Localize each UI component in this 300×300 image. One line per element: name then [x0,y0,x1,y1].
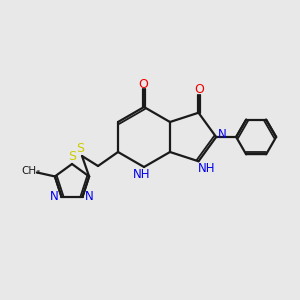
Text: N: N [218,128,226,140]
Text: N: N [85,190,94,203]
Text: CH₃: CH₃ [21,167,40,176]
Text: NH: NH [133,169,151,182]
Text: N: N [50,190,59,203]
Text: O: O [138,77,148,91]
Text: NH: NH [198,162,215,175]
Text: S: S [76,142,84,155]
Text: O: O [195,83,204,96]
Text: S: S [68,151,76,164]
